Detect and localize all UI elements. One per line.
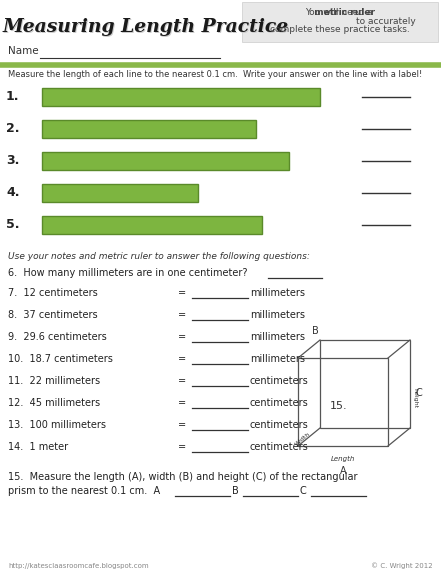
Bar <box>42 120 256 138</box>
Text: centimeters: centimeters <box>250 398 309 408</box>
Text: to accurately: to accurately <box>264 17 416 26</box>
Text: 15.: 15. <box>330 401 348 411</box>
Bar <box>42 88 320 106</box>
Bar <box>242 2 438 42</box>
Text: =: = <box>178 332 186 342</box>
Text: complete these practice tasks.: complete these practice tasks. <box>270 25 410 34</box>
Text: C: C <box>300 486 307 496</box>
Text: Measuring Length Practice: Measuring Length Practice <box>4 19 290 37</box>
Text: http://katesclaasroomcafe.blogspot.com: http://katesclaasroomcafe.blogspot.com <box>8 563 149 569</box>
Text: =: = <box>178 310 186 320</box>
Text: Width: Width <box>295 431 312 447</box>
Text: Use your notes and metric ruler to answer the following questions:: Use your notes and metric ruler to answe… <box>8 252 310 261</box>
Text: prism to the nearest 0.1 cm.  A: prism to the nearest 0.1 cm. A <box>8 486 160 496</box>
Text: =: = <box>178 442 186 452</box>
Text: B: B <box>312 326 318 336</box>
Text: millimeters: millimeters <box>250 288 305 298</box>
Text: 13.  100 millimeters: 13. 100 millimeters <box>8 420 106 430</box>
Bar <box>42 216 262 234</box>
Text: millimeters: millimeters <box>250 310 305 320</box>
Text: 1.: 1. <box>6 90 19 104</box>
Text: 7.  12 centimeters: 7. 12 centimeters <box>8 288 98 298</box>
Text: millimeters: millimeters <box>250 354 305 364</box>
Text: 4.: 4. <box>6 186 19 200</box>
Text: centimeters: centimeters <box>250 376 309 386</box>
Text: =: = <box>178 376 186 386</box>
Text: 12.  45 millimeters: 12. 45 millimeters <box>8 398 100 408</box>
Text: Length: Length <box>331 456 355 462</box>
Text: 2.: 2. <box>6 122 19 136</box>
Text: 3.: 3. <box>6 155 19 167</box>
Text: 8.  37 centimeters: 8. 37 centimeters <box>8 310 97 320</box>
Text: =: = <box>178 354 186 364</box>
Text: A: A <box>340 466 346 476</box>
Text: Measure the length of each line to the nearest 0.1 cm.  Write your answer on the: Measure the length of each line to the n… <box>8 70 422 79</box>
Text: millimeters: millimeters <box>250 332 305 342</box>
Text: metric ruler: metric ruler <box>258 8 374 17</box>
Text: =: = <box>178 398 186 408</box>
Text: B: B <box>232 486 239 496</box>
Text: centimeters: centimeters <box>250 442 309 452</box>
Text: You will need a: You will need a <box>305 8 375 17</box>
Text: centimeters: centimeters <box>250 420 309 430</box>
Text: 14.  1 meter: 14. 1 meter <box>8 442 68 452</box>
Text: Name: Name <box>8 46 39 56</box>
Bar <box>42 152 289 170</box>
Text: 5.: 5. <box>6 218 19 232</box>
Text: © C. Wright 2012: © C. Wright 2012 <box>371 562 433 569</box>
Text: 11.  22 millimeters: 11. 22 millimeters <box>8 376 100 386</box>
Text: 9.  29.6 centimeters: 9. 29.6 centimeters <box>8 332 107 342</box>
Text: C: C <box>416 388 423 398</box>
Text: =: = <box>178 420 186 430</box>
Text: height: height <box>412 388 417 408</box>
Text: Measuring Length Practice: Measuring Length Practice <box>3 18 289 36</box>
Text: 10.  18.7 centimeters: 10. 18.7 centimeters <box>8 354 113 364</box>
Text: 6.  How many millimeters are in one centimeter?: 6. How many millimeters are in one centi… <box>8 268 247 278</box>
Text: 15.  Measure the length (A), width (B) and height (C) of the rectangular: 15. Measure the length (A), width (B) an… <box>8 472 358 482</box>
Bar <box>42 184 198 202</box>
Text: =: = <box>178 288 186 298</box>
